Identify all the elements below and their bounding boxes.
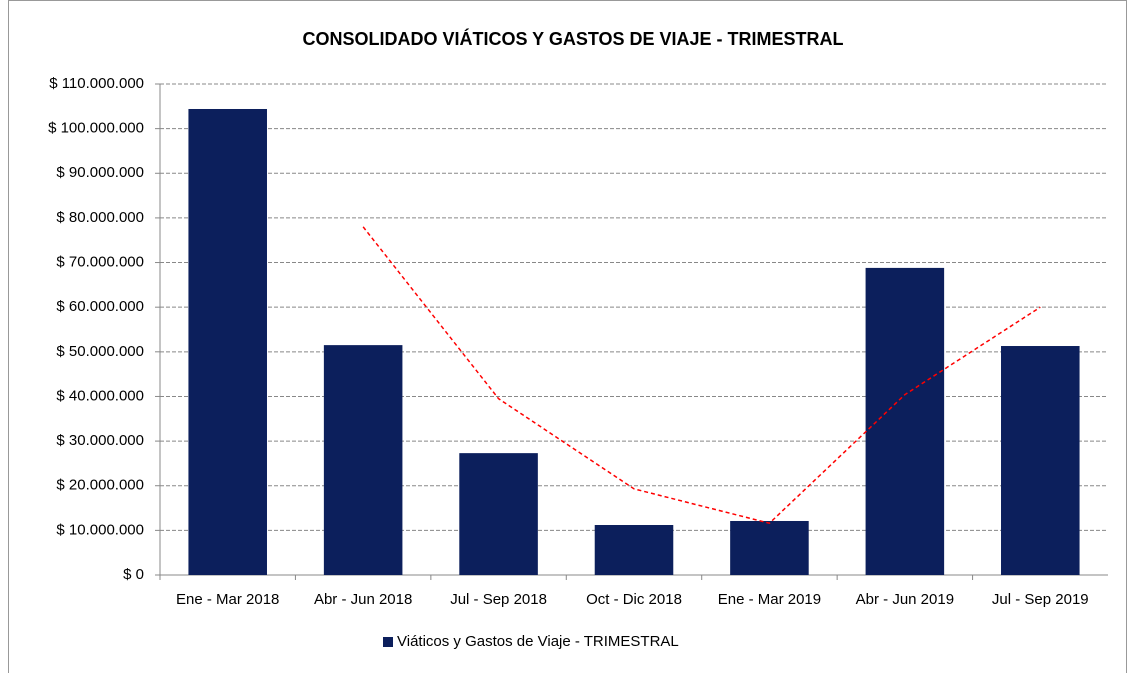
bar — [323, 345, 403, 575]
x-tick-label: Abr - Jun 2018 — [314, 591, 412, 608]
bar — [594, 525, 674, 575]
x-tick-label: Jul - Sep 2018 — [450, 591, 547, 608]
bar — [730, 520, 809, 575]
y-tick-label: $ 0 — [123, 566, 144, 583]
y-tick-label: $ 100.000.000 — [48, 120, 144, 137]
bar — [1001, 346, 1080, 575]
chart-border — [8, 0, 1127, 673]
legend-swatch — [383, 637, 393, 647]
y-tick-label: $ 10.000.000 — [56, 521, 144, 538]
y-tick-label: $ 80.000.000 — [56, 209, 144, 226]
x-tick-label: Jul - Sep 2019 — [992, 591, 1089, 608]
bar — [188, 108, 267, 575]
y-tick-label: $ 110.000.000 — [49, 75, 144, 92]
bar — [459, 453, 538, 575]
y-tick-label: $ 60.000.000 — [56, 298, 144, 315]
x-tick-label: Oct - Dic 2018 — [586, 591, 682, 608]
y-tick-label: $ 90.000.000 — [56, 164, 144, 181]
chart-title: CONSOLIDADO VIÁTICOS Y GASTOS DE VIAJE -… — [302, 28, 843, 49]
y-tick-label: $ 70.000.000 — [56, 254, 144, 271]
x-tick-label: Abr - Jun 2019 — [856, 591, 954, 608]
y-tick-label: $ 40.000.000 — [56, 387, 144, 404]
x-tick-label: Ene - Mar 2019 — [718, 591, 821, 608]
bar — [865, 267, 945, 575]
legend-label: Viáticos y Gastos de Viaje - TRIMESTRAL — [397, 633, 679, 650]
y-tick-label: $ 50.000.000 — [56, 343, 144, 360]
trendline — [362, 226, 1041, 525]
y-tick-label: $ 20.000.000 — [56, 477, 144, 494]
x-tick-label: Ene - Mar 2018 — [176, 591, 279, 608]
y-tick-label: $ 30.000.000 — [56, 432, 144, 449]
